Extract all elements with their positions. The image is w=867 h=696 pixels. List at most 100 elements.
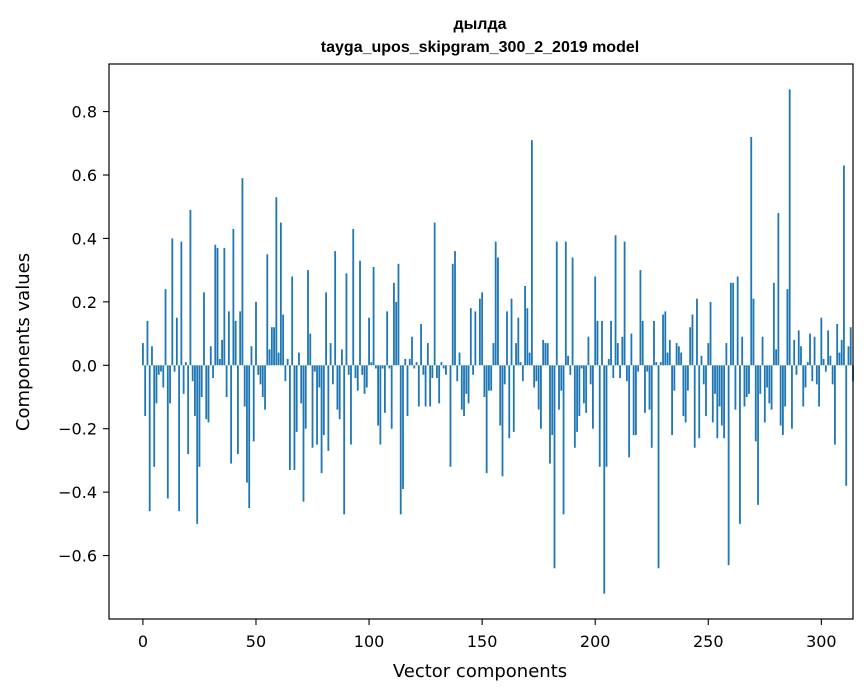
bar-189 xyxy=(569,365,572,375)
bar-254 xyxy=(716,365,719,439)
bar-20 xyxy=(187,365,190,455)
bar-277 xyxy=(768,365,771,404)
bar-300 xyxy=(820,317,823,366)
bar-119 xyxy=(411,336,413,366)
bar-152 xyxy=(485,365,488,474)
bar-80 xyxy=(322,365,325,436)
bar-64 xyxy=(286,358,289,366)
bar-34 xyxy=(218,358,221,366)
bar-212 xyxy=(621,336,624,366)
bar-269 xyxy=(750,136,753,366)
bar-50 xyxy=(255,301,257,366)
bar-141 xyxy=(460,365,463,410)
bar-140 xyxy=(458,352,461,366)
bar-176 xyxy=(540,365,542,429)
bar-23 xyxy=(194,365,196,417)
bar-216 xyxy=(630,333,633,366)
bar-227 xyxy=(655,362,658,366)
bar-169 xyxy=(524,286,526,366)
bar-89 xyxy=(343,365,346,515)
bar-61 xyxy=(279,222,282,366)
bar-262 xyxy=(734,365,737,410)
bar-205 xyxy=(605,365,608,467)
bar-8 xyxy=(160,365,162,372)
bar-192 xyxy=(576,365,579,432)
bar-4 xyxy=(151,346,153,366)
bar-55 xyxy=(266,254,269,366)
bar-81 xyxy=(325,292,327,366)
bar-195 xyxy=(582,365,585,404)
bar-313 xyxy=(849,327,852,366)
bar-124 xyxy=(422,365,425,375)
bar-147 xyxy=(474,311,477,366)
bar-series xyxy=(142,89,854,594)
bar-161 xyxy=(506,311,508,366)
bar-116 xyxy=(404,358,407,366)
bar-173 xyxy=(533,365,536,388)
bar-235 xyxy=(673,365,676,391)
bar-298 xyxy=(815,365,818,385)
bar-188 xyxy=(567,355,569,366)
bar-92 xyxy=(350,365,352,445)
bar-240 xyxy=(684,365,687,423)
bar-206 xyxy=(607,358,610,366)
bar-102 xyxy=(372,266,375,366)
bar-115 xyxy=(402,365,404,489)
bar-214 xyxy=(625,365,628,382)
bar-265 xyxy=(741,336,744,366)
bar-211 xyxy=(619,365,621,378)
bar-52 xyxy=(259,365,262,385)
bar-250 xyxy=(707,343,710,366)
x-tick-label: 100 xyxy=(354,632,385,651)
bar-123 xyxy=(420,324,422,366)
bar-91 xyxy=(347,365,350,375)
bar-283 xyxy=(781,365,784,436)
chart-subtitle: tayga_upos_skipgram_300_2_2019 model xyxy=(321,39,639,56)
bar-151 xyxy=(483,365,486,397)
bar-103 xyxy=(374,365,377,369)
bar-185 xyxy=(560,365,563,391)
bar-129 xyxy=(433,222,436,366)
bar-165 xyxy=(515,343,517,366)
bar-282 xyxy=(779,365,782,426)
bar-77 xyxy=(316,365,318,445)
y-axis-label: Components values xyxy=(13,253,34,431)
bar-12 xyxy=(169,365,171,404)
bar-186 xyxy=(562,365,565,515)
bar-19 xyxy=(184,362,187,366)
bar-264 xyxy=(739,365,741,524)
x-axis-label: Vector components xyxy=(393,661,567,682)
bar-178 xyxy=(544,343,547,366)
bar-113 xyxy=(397,263,400,366)
bar-179 xyxy=(546,343,549,366)
bar-218 xyxy=(635,365,637,436)
bar-171 xyxy=(528,352,531,366)
bar-149 xyxy=(478,298,481,366)
bar-59 xyxy=(275,197,278,366)
bar-122 xyxy=(417,365,420,407)
bar-76 xyxy=(313,365,316,372)
bar-251 xyxy=(709,301,712,366)
bar-120 xyxy=(413,365,416,369)
bar-274 xyxy=(761,336,764,366)
y-axis-ticks: −0.6 −0.4 −0.2 0.0 0.2 0.4 0.6 0.8 xyxy=(58,103,109,566)
bar-260 xyxy=(729,282,732,366)
bar-252 xyxy=(711,365,714,423)
bar-199 xyxy=(592,365,594,429)
bar-279 xyxy=(772,282,775,366)
bar-21 xyxy=(189,209,192,366)
bar-14 xyxy=(173,365,176,372)
bar-236 xyxy=(675,343,678,366)
bar-7 xyxy=(157,365,160,375)
bar-238 xyxy=(680,352,683,366)
bar-174 xyxy=(535,365,538,382)
bar-78 xyxy=(318,365,321,388)
bar-234 xyxy=(671,365,673,436)
bar-96 xyxy=(359,260,361,366)
bar-63 xyxy=(284,365,287,382)
bar-45 xyxy=(243,365,246,407)
bar-16 xyxy=(178,365,181,512)
bar-97 xyxy=(361,365,364,375)
bar-2 xyxy=(146,320,149,366)
